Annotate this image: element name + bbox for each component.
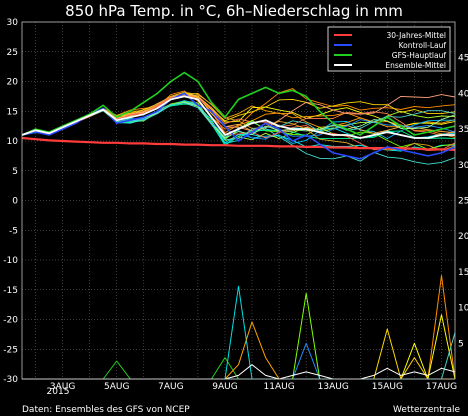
y-right-tick-label: 45 (458, 54, 468, 64)
grid (22, 21, 455, 380)
y-right-tick-label: 35 (458, 125, 468, 135)
x-tick-label: 7AUG (158, 382, 183, 392)
x-tick-label: 5AUG (104, 382, 129, 392)
gfs-main-line (21, 71, 456, 136)
y-right-tick-label: 25 (458, 197, 468, 207)
y-right-tick-label: 10 (458, 304, 468, 314)
y-left-tick-label: 0 (12, 197, 18, 207)
y-left-tick-label: 20 (7, 78, 19, 88)
y-right-tick-label: 15 (458, 268, 468, 278)
footer-source: Daten: Ensembles des GFS von NCEP (22, 405, 190, 415)
x-tick-label: 9AUG (212, 382, 237, 392)
y-right-tick-label: 30 (458, 161, 468, 171)
x-tick-label: 15AUG (372, 382, 403, 392)
y-left-tick-label: -30 (3, 375, 18, 385)
plot-frame (21, 21, 456, 380)
x-tick-label: 3AUG (50, 382, 75, 392)
y-right-tick-label: 40 (458, 89, 468, 99)
x-tick-label: 17AUG (426, 382, 457, 392)
y-left-tick-label: -20 (3, 316, 18, 326)
control-run-line (21, 92, 456, 160)
y-left-tick-label: -5 (9, 226, 18, 236)
legend: 30-Jahres-MittelKontroll-LaufGFS-Hauptla… (327, 26, 451, 72)
y-left-tick-label: 25 (7, 48, 18, 58)
legend-label: GFS-Hauptlauf (392, 51, 447, 60)
x-tick-label: 13AUG (318, 382, 349, 392)
y-left-tick-label: 15 (7, 107, 18, 117)
y-left-tick-label: -10 (3, 256, 18, 266)
y-left-tick-label: 5 (12, 167, 18, 177)
y-right-tick-label: 20 (458, 232, 468, 242)
y-right-tick-label: 5 (458, 339, 464, 349)
chart-title: 850 hPa Temp. in °C, 6h–Niederschlag in … (65, 2, 403, 20)
legend-label: Ensemble-Mittel (385, 61, 446, 70)
legend-label: Kontroll-Lauf (399, 41, 447, 50)
x-tick-label: 11AUG (264, 382, 295, 392)
y-left-tick-label: -15 (3, 286, 18, 296)
ensemble-mean-line (21, 95, 455, 139)
legend-label: 30-Jahres-Mittel (386, 31, 446, 40)
y-left-tick-label: 10 (7, 137, 19, 147)
y-left-tick-label: 30 (7, 18, 19, 28)
x-year-label: 2015 (47, 387, 70, 397)
axes: 30 25 20 15 10 5 0 -5 -10 -15 -20 -25 -30 45 40 35 30 25 2… (3, 18, 468, 392)
footer-brand: Wetterzentrale (393, 405, 460, 415)
y-left-tick-label: -25 (3, 345, 18, 355)
